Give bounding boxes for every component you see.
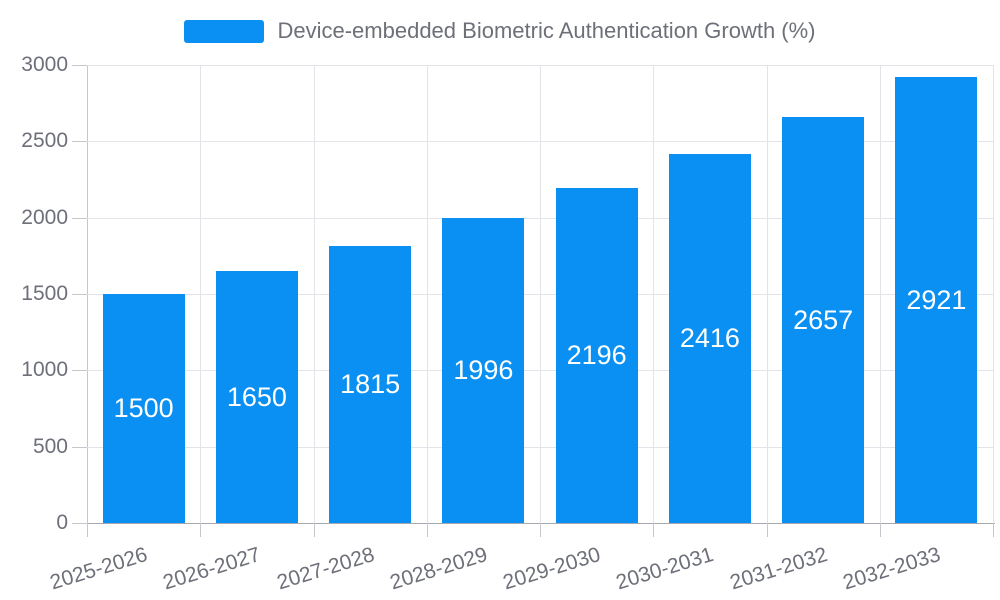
x-axis-category-label: 2026-2027 (160, 543, 264, 595)
bar-series-2030-2031: 2416 (668, 154, 751, 523)
y-axis-tick-label: 0 (56, 511, 68, 534)
x-axis-category-label: 2027-2028 (274, 543, 377, 595)
x-axis-tick (87, 523, 88, 537)
y-axis-tick (72, 370, 87, 372)
y-axis-tick (72, 294, 87, 295)
x-gridline (993, 65, 994, 523)
bar-series-2031-2032: 2657 (782, 117, 865, 523)
x-axis-category-label: 2030-2031 (613, 543, 717, 595)
x-gridline (653, 65, 655, 523)
y-axis-tick-label: 500 (32, 434, 68, 458)
bar-value-label: 2416 (679, 323, 740, 354)
bar-value-label: 1815 (340, 368, 401, 399)
y-axis-tick-label: 3000 (21, 53, 68, 76)
y-axis-tick (72, 523, 87, 524)
x-axis-tick (766, 523, 768, 537)
x-gridline (426, 65, 428, 523)
bar-series-2027-2028: 1815 (329, 245, 412, 523)
bar-series-2029-2030: 2196 (555, 187, 638, 523)
x-gridline (200, 65, 202, 523)
bar-value-label: 1500 (113, 393, 174, 423)
x-axis-tick (313, 523, 315, 537)
x-gridline (540, 65, 541, 523)
x-axis-category-label: 2029-2030 (500, 543, 604, 595)
x-axis-line (87, 523, 995, 524)
y-axis-tick (72, 446, 87, 448)
y-axis-tick-label: 2500 (21, 129, 68, 153)
x-gridline (766, 65, 768, 523)
bar-series-2032-2033: 2921 (895, 77, 978, 523)
x-axis-tick (540, 523, 541, 537)
bar-value-label: 2196 (566, 339, 627, 370)
legend-color-swatch (184, 19, 265, 43)
x-axis-tick (200, 523, 202, 537)
y-axis-tick-label: 2000 (21, 205, 68, 229)
bar-value-label: 2921 (906, 284, 967, 315)
x-axis-tick (879, 523, 881, 537)
y-axis-tick-label: 1500 (21, 282, 68, 305)
x-axis-category-label: 2025-2026 (47, 543, 151, 595)
y-axis-tick-label: 1000 (21, 358, 68, 382)
x-axis-category-label: 2032-2033 (840, 543, 944, 595)
x-axis-category-label: 2028-2029 (387, 543, 491, 595)
bar-series-2025-2026: 1500 (102, 294, 185, 523)
bar-value-label: 2657 (793, 304, 854, 335)
bar-value-label: 1996 (453, 355, 514, 386)
y-axis-tick (72, 141, 87, 143)
bar-series-2028-2029: 1996 (442, 218, 525, 523)
bar-value-label: 1650 (226, 381, 287, 412)
y-axis-tick (72, 65, 87, 66)
x-axis-tick (426, 523, 428, 537)
y-axis-tick (72, 217, 87, 219)
x-axis-tick (653, 523, 655, 537)
bar-series-2026-2027: 1650 (215, 271, 298, 523)
x-gridline (879, 65, 881, 523)
x-axis-category-label: 2031-2032 (727, 543, 830, 595)
x-gridline (313, 65, 315, 523)
x-axis-tick (993, 523, 994, 537)
chart-legend[interactable]: Device-embedded Biometric Authentication… (0, 18, 1000, 44)
plot-area: 0 500 1000 1500 2000 2500 3000 1500 1650 1815 1996… (21, 53, 995, 594)
legend-series-label: Device-embedded Biometric Authentication… (277, 18, 816, 43)
